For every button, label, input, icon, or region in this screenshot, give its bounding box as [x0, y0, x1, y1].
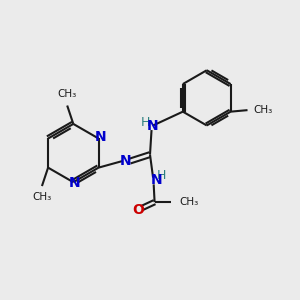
Text: CH₃: CH₃ [254, 105, 273, 115]
Text: H: H [141, 116, 150, 129]
Text: CH₃: CH₃ [58, 89, 77, 99]
Text: N: N [94, 130, 106, 144]
Text: N: N [146, 119, 158, 133]
Text: N: N [69, 176, 81, 190]
Text: O: O [132, 203, 144, 217]
Text: CH₃: CH₃ [179, 197, 198, 207]
Text: N: N [120, 154, 132, 168]
Text: N: N [150, 173, 162, 187]
Text: H: H [157, 169, 166, 182]
Text: CH₃: CH₃ [32, 192, 52, 202]
